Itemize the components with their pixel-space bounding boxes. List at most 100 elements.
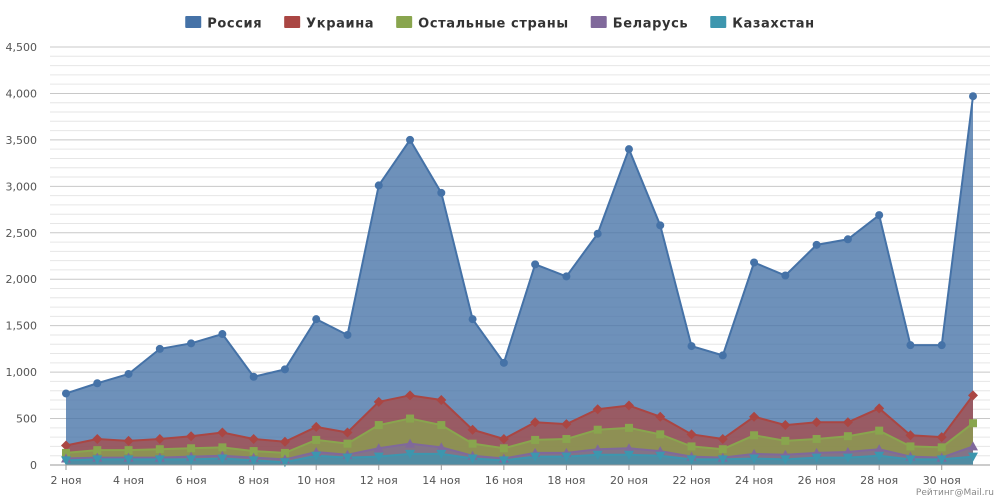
data-point-1: [624, 145, 633, 154]
data-point-2: [61, 440, 71, 451]
data-point-3: [781, 436, 790, 445]
legend-label: Беларусь: [613, 17, 689, 32]
data-point-3: [343, 439, 352, 448]
data-point-3: [937, 443, 946, 452]
data-point-3: [155, 445, 164, 454]
data-point-5: [123, 455, 134, 465]
data-point-1: [687, 342, 696, 351]
legend-item-4[interactable]: Беларусь: [590, 16, 689, 32]
data-point-1: [93, 379, 102, 388]
data-point-2: [811, 417, 822, 428]
y-tick-label: 2,000: [6, 273, 38, 286]
data-point-3: [437, 421, 446, 430]
data-point-5: [655, 451, 666, 461]
data-point-2: [561, 419, 572, 430]
data-point-5: [811, 453, 822, 463]
watermark: Рейтинг@Mail.ru: [916, 488, 994, 498]
data-point-5: [186, 455, 197, 465]
data-point-1: [343, 330, 352, 339]
data-point-5: [92, 455, 103, 465]
data-point-3: [62, 448, 70, 457]
data-point-1: [437, 188, 446, 197]
data-point-1: [531, 260, 540, 269]
y-tick-label: 0: [30, 459, 37, 472]
data-point-3: [93, 446, 102, 455]
data-point-2: [279, 436, 290, 447]
data-point-2: [186, 431, 197, 442]
y-tick-label: 4,000: [6, 87, 38, 100]
data-point-1: [312, 315, 321, 324]
data-point-5: [905, 455, 916, 465]
series-area-3: [66, 418, 973, 465]
data-point-5: [561, 452, 572, 462]
data-point-1: [843, 235, 852, 244]
legend-label: Украина: [306, 17, 374, 32]
y-tick-label: 4,500: [6, 41, 38, 54]
legend-item-3[interactable]: Остальные страны: [396, 16, 569, 32]
legend-swatch: [185, 16, 202, 28]
x-tick-label: 28 ноя: [860, 474, 898, 487]
y-tick-label: 1,000: [6, 366, 38, 379]
legend-item-5[interactable]: Казахстан: [710, 16, 815, 32]
legend-swatch: [396, 16, 413, 28]
data-point-4: [623, 443, 634, 453]
data-point-1: [906, 341, 915, 350]
data-point-1: [468, 315, 477, 324]
x-tick-label: 6 ноя: [176, 474, 207, 487]
data-point-2: [874, 403, 885, 414]
data-point-5: [61, 456, 71, 466]
data-point-1: [875, 211, 884, 220]
data-point-2: [592, 404, 603, 415]
data-point-1: [969, 92, 977, 101]
x-tick-label: 30 ноя: [923, 474, 961, 487]
data-point-3: [531, 435, 540, 444]
data-point-5: [436, 449, 447, 459]
data-point-2: [655, 411, 666, 422]
legend-swatch: [284, 16, 301, 28]
y-tick-label: 3,500: [6, 134, 38, 147]
x-tick-label: 10 ноя: [297, 474, 335, 487]
x-tick-label: 26 ноя: [798, 474, 836, 487]
data-point-5: [874, 451, 885, 461]
series-line-3: [65, 417, 974, 454]
series-line-2: [65, 394, 974, 447]
legend-label: Россия: [207, 17, 262, 32]
data-point-3: [187, 444, 196, 453]
data-point-1: [812, 240, 821, 249]
data-point-5: [749, 454, 760, 464]
data-point-1: [374, 181, 383, 190]
data-point-5: [154, 455, 165, 465]
data-point-1: [593, 229, 602, 238]
data-point-2: [123, 435, 134, 446]
data-point-2: [905, 430, 916, 441]
data-point-2: [405, 390, 416, 401]
data-point-1: [781, 271, 790, 280]
data-point-5: [248, 456, 259, 466]
data-point-2: [842, 417, 853, 428]
data-point-1: [750, 258, 759, 267]
data-point-5: [936, 455, 947, 465]
legend-item-2[interactable]: Украина: [284, 16, 374, 32]
data-point-3: [280, 448, 289, 457]
data-point-5: [780, 455, 791, 465]
legend-swatch: [590, 16, 607, 28]
data-point-3: [562, 434, 571, 443]
legend-item-1[interactable]: Россия: [185, 16, 262, 32]
line-layer: [65, 96, 974, 464]
series-line-1: [65, 96, 974, 395]
data-point-3: [249, 447, 258, 456]
data-point-5: [968, 452, 978, 462]
data-point-1: [406, 135, 415, 144]
data-point-2: [373, 396, 384, 407]
data-point-5: [623, 450, 634, 460]
data-point-5: [342, 453, 353, 463]
data-point-2: [467, 424, 478, 435]
data-point-3: [374, 421, 383, 430]
data-point-5: [530, 452, 541, 462]
data-point-1: [124, 369, 133, 378]
legend-label: Казахстан: [732, 17, 815, 32]
legend: Россия Украина Остальные страны Беларусь Каз…: [185, 16, 815, 32]
data-point-2: [936, 432, 947, 443]
